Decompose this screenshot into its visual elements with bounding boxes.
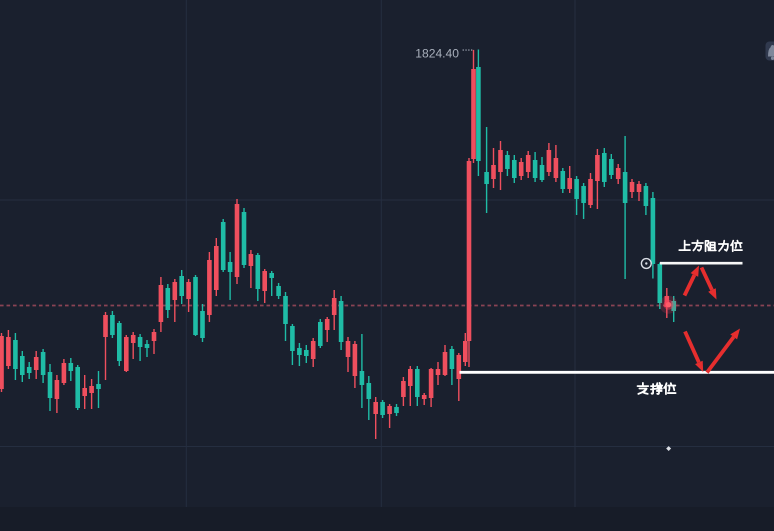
svg-text:1824.40: 1824.40 bbox=[415, 47, 459, 61]
